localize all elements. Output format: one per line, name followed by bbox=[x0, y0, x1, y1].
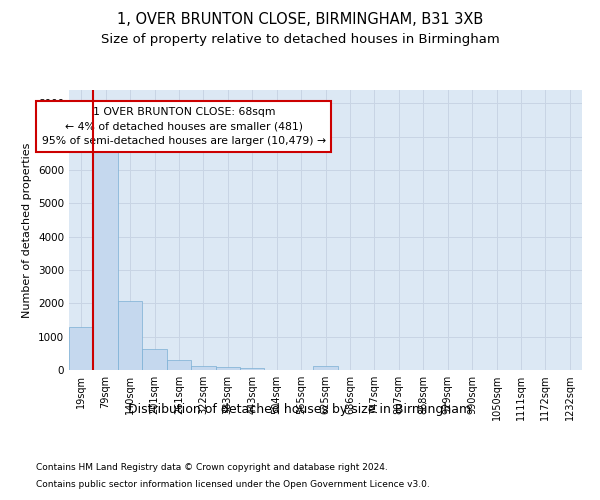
Text: Size of property relative to detached houses in Birmingham: Size of property relative to detached ho… bbox=[101, 32, 499, 46]
Bar bbox=[191, 366, 215, 370]
Bar bbox=[118, 300, 142, 370]
Bar bbox=[167, 360, 191, 370]
Bar bbox=[313, 366, 338, 370]
Bar bbox=[94, 150, 118, 370]
Text: Contains HM Land Registry data © Crown copyright and database right 2024.: Contains HM Land Registry data © Crown c… bbox=[36, 464, 388, 472]
Text: Distribution of detached houses by size in Birmingham: Distribution of detached houses by size … bbox=[128, 402, 472, 415]
Bar bbox=[69, 326, 94, 370]
Y-axis label: Number of detached properties: Number of detached properties bbox=[22, 142, 32, 318]
Bar bbox=[215, 367, 240, 370]
Text: Contains public sector information licensed under the Open Government Licence v3: Contains public sector information licen… bbox=[36, 480, 430, 489]
Bar bbox=[142, 348, 167, 370]
Bar bbox=[240, 368, 265, 370]
Text: 1 OVER BRUNTON CLOSE: 68sqm
← 4% of detached houses are smaller (481)
95% of sem: 1 OVER BRUNTON CLOSE: 68sqm ← 4% of deta… bbox=[42, 106, 326, 146]
Text: 1, OVER BRUNTON CLOSE, BIRMINGHAM, B31 3XB: 1, OVER BRUNTON CLOSE, BIRMINGHAM, B31 3… bbox=[117, 12, 483, 28]
